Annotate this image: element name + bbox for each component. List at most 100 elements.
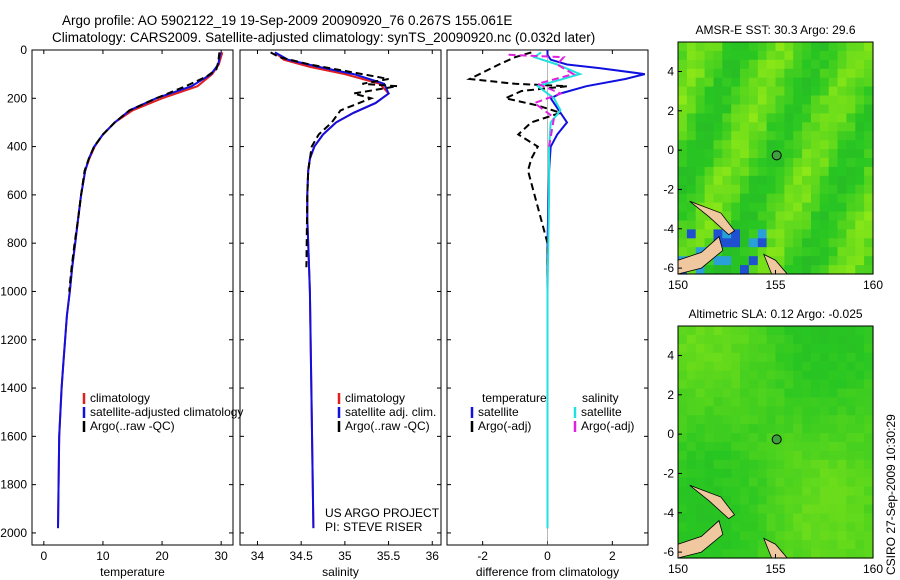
altimetric-sla-map-cell [748, 459, 759, 470]
amsr-e-sst-map-cell [748, 175, 759, 186]
altimetric-sla-map-cell [864, 504, 874, 514]
amsr-e-sst-map-cell [713, 59, 723, 70]
amsr-e-sst-map-cell [775, 59, 785, 70]
altimetric-sla-map-cell [722, 522, 732, 532]
altimetric-sla-map-cell [855, 477, 865, 488]
amsr-e-sst-map-cell [811, 131, 821, 141]
amsr-e-sst-map-cell [837, 247, 847, 257]
amsr-e-sst-map-cell [828, 122, 839, 132]
altimetric-sla-map-cell [731, 343, 741, 354]
salinity-legend-label: Argo(..raw -QC) [345, 419, 430, 433]
altimetric-sla-map-cell [837, 406, 847, 416]
altimetric-sla-map-cell [802, 495, 812, 505]
altimetric-sla-map-cell [855, 424, 865, 434]
amsr-e-sst-map-cell [722, 86, 732, 97]
altimetric-sla-map-cell [819, 549, 830, 559]
amsr-e-sst-map-cell [837, 202, 847, 213]
altimetric-sla-map-cell [704, 424, 715, 434]
amsr-e-sst-map-cell [864, 122, 874, 132]
amsr-e-sst-map-cell [864, 140, 874, 150]
amsr-e-sst-map-cell [766, 166, 777, 177]
amsr-e-sst-map-cell [811, 184, 821, 195]
amsr-e-sst-map-cell [837, 140, 847, 150]
amsr-e-sst-map-cell [811, 175, 821, 186]
amsr-e-sst-map-cell [802, 140, 812, 150]
amsr-e-sst-map-cell [802, 104, 812, 114]
salinity-xtick-label: 34.5 [289, 549, 313, 563]
amsr-e-sst-map-cell [731, 68, 741, 79]
altimetric-sla-map-cell [740, 486, 750, 497]
amsr-e-sst-map-cell [793, 149, 803, 159]
amsr-e-sst-map-cell [846, 59, 856, 70]
altimetric-sla-map-cell [722, 486, 732, 497]
altimetric-sla-map-cell [704, 522, 715, 532]
altimetric-sla-map-cell [855, 540, 865, 550]
altimetric-sla-map-cell [846, 415, 856, 425]
altimetric-sla-map-cell [855, 468, 865, 479]
amsr-e-sst-map-cell [748, 166, 759, 177]
amsr-e-sst-map-cell [686, 59, 697, 70]
altimetric-sla-map-cell [731, 334, 741, 345]
altimetric-sla-map-cell [695, 442, 706, 452]
altimetric-sla-map-cell [766, 495, 777, 505]
difference-xtick-label: 0 [544, 549, 551, 563]
amsr-e-sst-map-cell [766, 68, 777, 79]
altimetric-sla-map-cell [731, 352, 741, 363]
amsr-e-sst-map-cell [766, 229, 777, 239]
amsr-e-sst-map-cell [828, 238, 839, 248]
altimetric-sla-map-cell [678, 424, 688, 434]
altimetric-sla-map-cell [766, 424, 777, 434]
depth-tick-label: 800 [7, 236, 27, 250]
altimetric-sla-map-cell [704, 415, 715, 425]
amsr-e-sst-map-cell [811, 158, 821, 168]
amsr-e-sst-map-cell [722, 193, 732, 204]
altimetric-sla-map-cell [828, 442, 839, 452]
altimetric-sla-map-cell [828, 388, 839, 398]
altimetric-sla-map-cell [837, 388, 847, 398]
altimetric-sla-map-cell [793, 343, 803, 354]
altimetric-sla-map-cell [793, 379, 803, 389]
amsr-e-sst-map-cell [793, 238, 803, 248]
amsr-e-sst-map-cell [828, 175, 839, 186]
amsr-e-sst-map-cell [855, 158, 865, 168]
altimetric-sla-map-cell [713, 424, 723, 434]
amsr-e-sst-map-cell [802, 175, 812, 186]
amsr-e-sst-map-cell [864, 149, 874, 159]
altimetric-sla-map-cell [784, 379, 794, 389]
amsr-e-sst-map-cell [784, 59, 794, 70]
altimetric-sla-map-cell [855, 450, 865, 461]
altimetric-sla-map-cell [819, 370, 830, 381]
amsr-e-sst-map-cell [678, 220, 688, 230]
amsr-e-sst-map-cell [837, 175, 847, 186]
amsr-e-sst-map-cell [802, 166, 812, 177]
altimetric-sla-map-cell [784, 397, 794, 407]
altimetric-sla-map-cell [837, 326, 847, 336]
amsr-e-sst-map-cell [766, 86, 777, 97]
amsr-e-sst-map-cell [793, 247, 803, 257]
amsr-e-sst-map-cell [722, 77, 732, 88]
amsr-e-sst-map-cell [819, 193, 830, 204]
altimetric-sla-map-cell [793, 477, 803, 488]
altimetric-sla-map-cell [846, 513, 856, 523]
amsr-e-sst-map-cell [784, 50, 794, 61]
argo-position-marker [771, 434, 782, 445]
amsr-e-sst-map-cell [811, 229, 821, 239]
altimetric-sla-map-cell [713, 549, 723, 559]
amsr-e-sst-map-cell [731, 229, 741, 239]
altimetric-sla-map-cell [819, 352, 830, 363]
altimetric-sla-map-cell [713, 415, 723, 425]
altimetric-sla-map-cell [713, 433, 723, 443]
altimetric-sla-map-cell [704, 513, 715, 523]
amsr-e-sst-map-cell [748, 104, 759, 114]
altimetric-sla-map-cell [713, 370, 723, 381]
amsr-e-sst-map-cell [837, 122, 847, 132]
altimetric-sla-map-cell [757, 522, 768, 532]
altimetric-sla-map-cell [766, 361, 777, 372]
altimetric-sla-map-cell [828, 334, 839, 345]
amsr-e-sst-map-cell [846, 42, 856, 52]
altimetric-sla-map-cell [748, 361, 759, 372]
altimetric-sla-map-cell [802, 477, 812, 488]
amsr-e-sst-map-cell [704, 175, 715, 186]
amsr-e-sst-map-cell [819, 122, 830, 132]
amsr-e-sst-map-cell [855, 95, 865, 105]
